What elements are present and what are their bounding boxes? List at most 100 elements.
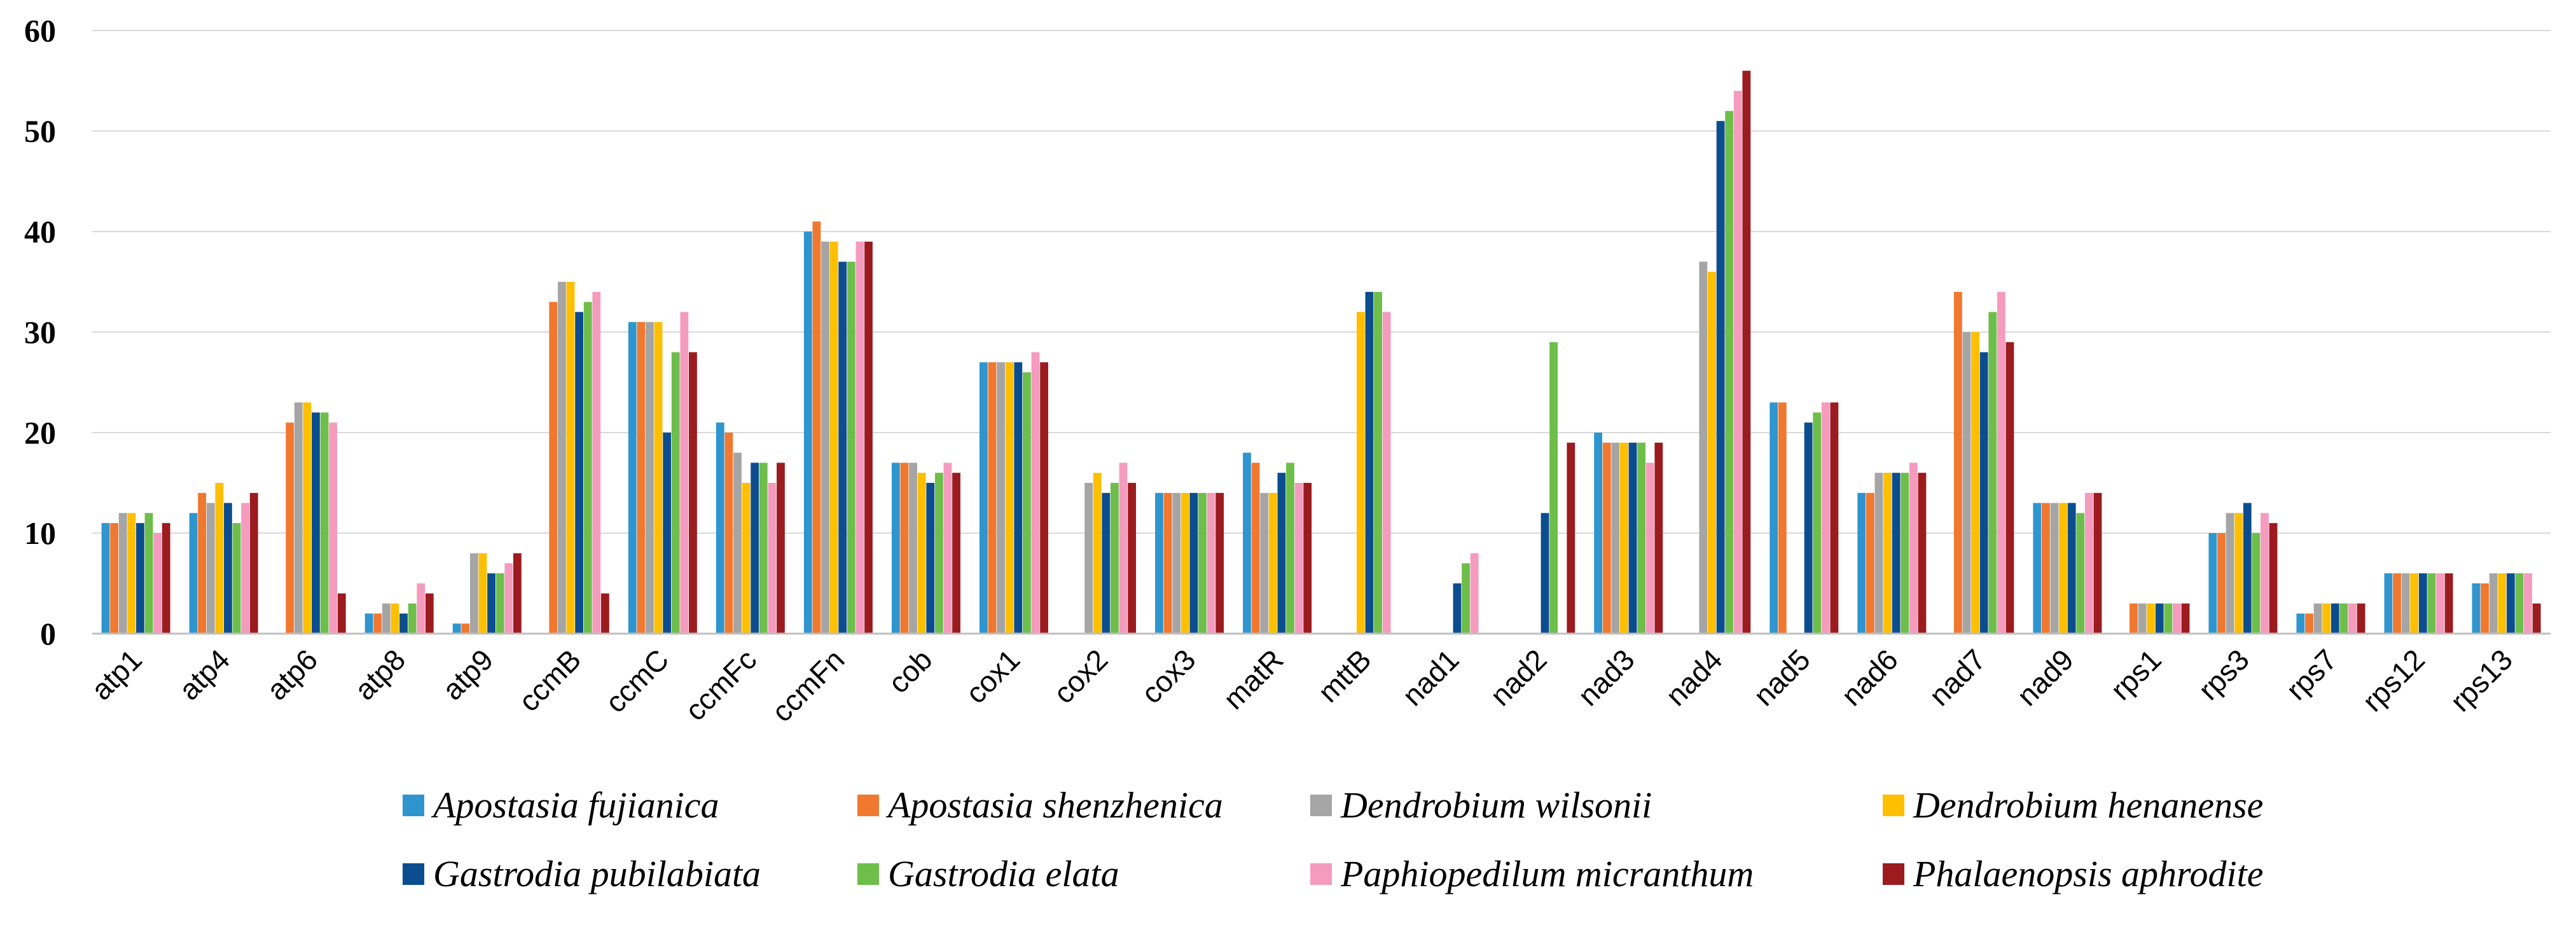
- x-tick-label: ccmC: [599, 643, 675, 719]
- x-tick-label: nad2: [1484, 643, 1553, 712]
- bar-nad7-4: [1979, 352, 1988, 634]
- bar-rps13-3: [2498, 573, 2507, 634]
- bar-ccmFn-2: [821, 241, 829, 634]
- bar-nad4-3: [1708, 272, 1716, 634]
- x-tick-label: atp8: [348, 643, 412, 706]
- bar-atp6-2: [294, 402, 303, 634]
- bar-nad5-7: [1830, 402, 1839, 634]
- bar-nad6-7: [1918, 473, 1927, 634]
- bar-nad9-5: [2076, 513, 2085, 634]
- legend-label: Apostasia fujianica: [431, 784, 719, 826]
- bar-cob-3: [917, 473, 926, 634]
- legend: Apostasia fujianica Apostasia shenzhenica…: [403, 784, 2263, 894]
- bar-cox3-5: [1198, 492, 1207, 634]
- bar-cox3-2: [1172, 492, 1181, 634]
- bar-ccmFc-4: [751, 462, 759, 634]
- bar-rps12-0: [2384, 573, 2393, 634]
- bar-rps7-3: [2322, 603, 2331, 634]
- bar-nad4-5: [1725, 111, 1734, 634]
- bar-rps1-6: [2173, 603, 2181, 634]
- bar-rps1-4: [2155, 603, 2164, 634]
- bar-nad9-2: [2050, 503, 2059, 634]
- legend-swatch: [857, 795, 879, 816]
- bar-ccmFc-6: [768, 483, 777, 634]
- bar-atp1-3: [127, 513, 136, 634]
- bar-atp8-2: [382, 603, 391, 634]
- bar-rps12-3: [2410, 573, 2419, 634]
- bar-atp9-2: [469, 553, 478, 634]
- x-tick-label: mttB: [1312, 643, 1378, 709]
- bar-cox2-3: [1093, 473, 1102, 634]
- bar-cob-2: [909, 462, 917, 634]
- bar-atp6-6: [329, 422, 338, 634]
- bars: [101, 71, 2541, 634]
- bar-atp6-7: [337, 593, 346, 634]
- x-tick-label: matR: [1217, 643, 1289, 715]
- x-tick-label: rps7: [2280, 643, 2343, 706]
- legend-label: Gastrodia elata: [888, 853, 1119, 894]
- bar-rps13-1: [2481, 583, 2489, 634]
- bar-matR-6: [1294, 483, 1303, 634]
- bar-nad9-7: [2093, 492, 2102, 634]
- bar-matR-3: [1268, 492, 1277, 634]
- bar-cox1-1: [988, 362, 997, 634]
- x-tick-label: nad6: [1835, 643, 1904, 712]
- bar-atp1-4: [136, 523, 144, 634]
- bar-nad1-6: [1470, 553, 1479, 634]
- bar-atp6-4: [312, 412, 320, 634]
- bar-cox1-6: [1031, 352, 1040, 634]
- bar-cob-7: [952, 473, 960, 634]
- bar-nad5-4: [1804, 422, 1813, 634]
- bar-ccmC-1: [637, 322, 646, 634]
- bar-atp4-6: [241, 503, 250, 634]
- bar-rps3-2: [2226, 513, 2234, 634]
- bar-ccmC-5: [671, 352, 680, 634]
- bar-ccmFn-3: [829, 241, 838, 634]
- bar-cob-6: [943, 462, 952, 634]
- y-tick-label: 60: [24, 13, 56, 48]
- bar-cox1-3: [1005, 362, 1014, 634]
- legend-swatch: [1883, 795, 1904, 816]
- bar-rps13-4: [2506, 573, 2515, 634]
- bar-ccmC-7: [689, 352, 697, 634]
- bar-ccmFc-3: [742, 483, 751, 634]
- bar-nad6-6: [1909, 462, 1918, 634]
- bar-cox3-3: [1181, 492, 1189, 634]
- bar-mttB-5: [1374, 291, 1382, 634]
- bar-cox3-1: [1163, 492, 1172, 634]
- bar-ccmC-4: [663, 433, 672, 634]
- bar-nad9-0: [2033, 503, 2042, 634]
- bar-ccmB-5: [583, 302, 592, 634]
- bar-nad4-7: [1742, 71, 1751, 634]
- bar-nad5-5: [1813, 412, 1822, 634]
- bar-ccmFn-7: [864, 241, 873, 634]
- bar-cox2-5: [1111, 483, 1119, 634]
- legend-swatch: [1310, 795, 1332, 816]
- bar-cox1-2: [997, 362, 1005, 634]
- bar-mttB-4: [1365, 291, 1374, 634]
- x-tick-label: ccmB: [512, 643, 587, 718]
- bar-rps7-0: [2296, 613, 2305, 634]
- bar-nad6-0: [1857, 492, 1866, 634]
- bar-nad3-4: [1628, 442, 1637, 634]
- legend-swatch: [1310, 863, 1332, 885]
- bar-ccmB-3: [566, 282, 575, 634]
- bar-nad4-4: [1716, 121, 1725, 634]
- bar-ccmFc-2: [733, 452, 742, 634]
- legend-swatch: [1883, 863, 1904, 885]
- bar-nad2-5: [1549, 342, 1558, 634]
- y-tick-label: 20: [24, 415, 56, 450]
- bar-ccmB-1: [549, 302, 558, 634]
- bar-rps3-0: [2208, 533, 2217, 634]
- bar-rps1-2: [2138, 603, 2147, 634]
- bar-ccmC-2: [646, 322, 654, 634]
- x-tick-label: nad9: [2011, 643, 2080, 712]
- bar-matR-2: [1260, 492, 1269, 634]
- bar-ccmFc-1: [724, 433, 733, 634]
- bar-ccmB-7: [601, 593, 609, 634]
- x-tick-label: cox3: [1135, 643, 1201, 709]
- x-tick-label: nad5: [1747, 643, 1817, 712]
- bar-nad2-7: [1567, 442, 1575, 634]
- bar-nad3-5: [1637, 442, 1646, 634]
- bar-rps7-4: [2330, 603, 2339, 634]
